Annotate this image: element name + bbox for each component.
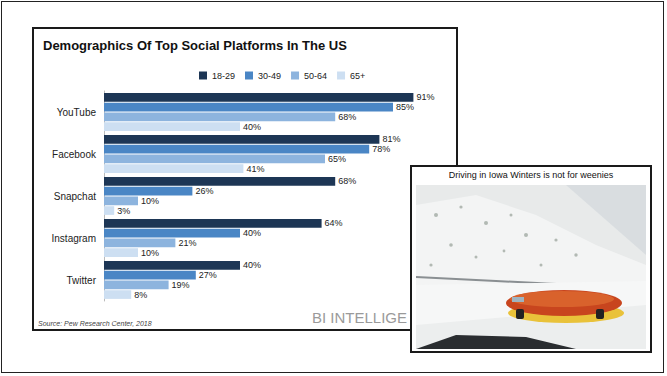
svg-text:64%: 64% (325, 218, 343, 228)
svg-text:3%: 3% (117, 206, 130, 216)
svg-text:81%: 81% (382, 134, 400, 144)
svg-text:YouTube: YouTube (57, 107, 97, 118)
svg-text:10%: 10% (141, 196, 159, 206)
svg-text:40%: 40% (243, 122, 261, 132)
svg-text:19%: 19% (172, 280, 190, 290)
svg-text:21%: 21% (178, 238, 196, 248)
svg-text:Facebook: Facebook (52, 149, 97, 160)
svg-text:Instagram: Instagram (52, 233, 96, 244)
svg-text:78%: 78% (372, 144, 390, 154)
html-text:Driving in Iowa Winters is not: Driving in Iowa Winters is not for weeni… (448, 170, 614, 180)
svg-text:18-29: 18-29 (212, 71, 235, 81)
svg-text:10%: 10% (141, 248, 159, 258)
svg-text:26%: 26% (195, 186, 213, 196)
svg-text:BI INTELLIGE: BI INTELLIGE (312, 309, 407, 326)
svg-text:Source: Pew Research Center, 2: Source: Pew Research Center, 2018 (38, 320, 152, 327)
svg-text:65+: 65+ (350, 71, 365, 81)
svg-text:91%: 91% (416, 92, 434, 102)
svg-text:27%: 27% (199, 270, 217, 280)
svg-text:40%: 40% (243, 228, 261, 238)
svg-text:85%: 85% (396, 102, 414, 112)
svg-text:68%: 68% (338, 112, 356, 122)
svg-text:65%: 65% (328, 154, 346, 164)
svg-text:Snapchat: Snapchat (54, 191, 96, 202)
svg-text:40%: 40% (243, 260, 261, 270)
svg-text:8%: 8% (134, 290, 147, 300)
svg-text:30-49: 30-49 (258, 71, 281, 81)
svg-text:68%: 68% (338, 176, 356, 186)
svg-text:50-64: 50-64 (304, 71, 327, 81)
svg-text:Twitter: Twitter (67, 275, 97, 286)
svg-text:41%: 41% (246, 164, 264, 174)
svg-text:Demographics Of Top Social Pla: Demographics Of Top Social Platforms In … (43, 38, 347, 53)
